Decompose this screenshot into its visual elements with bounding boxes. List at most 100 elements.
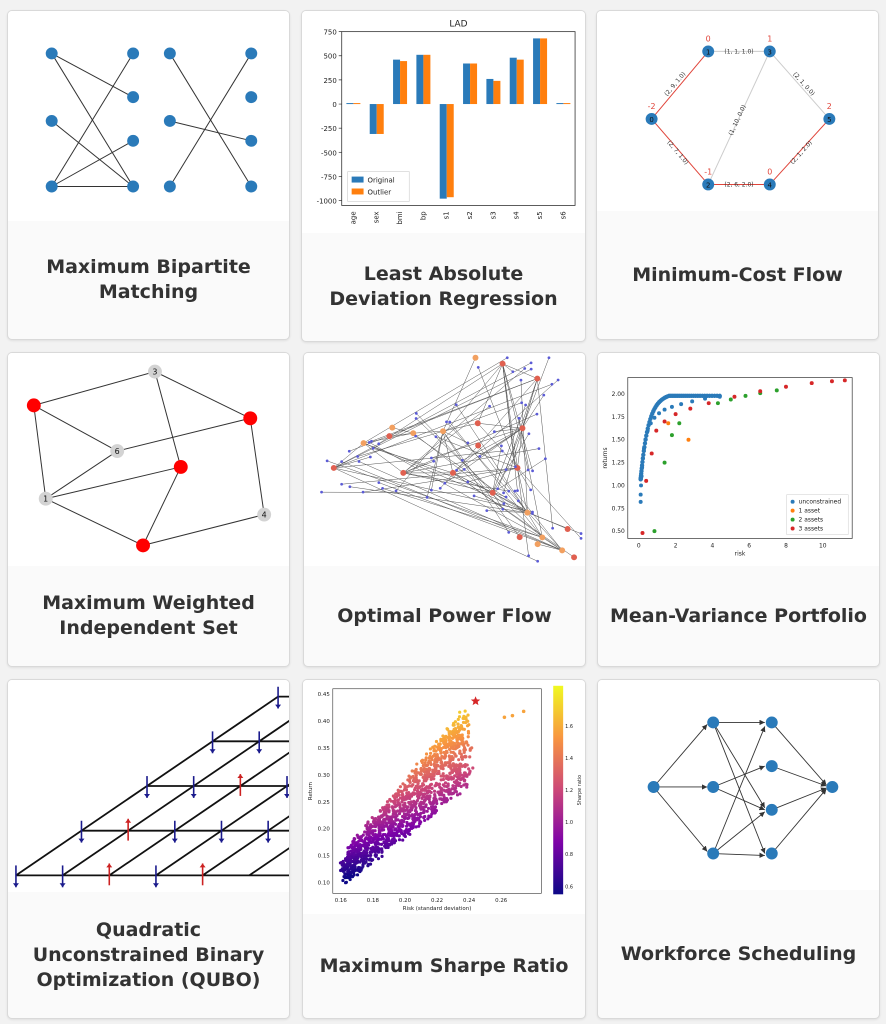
data-point <box>407 791 411 795</box>
power-line <box>497 428 523 489</box>
x-tick-label: s3 <box>489 211 497 219</box>
x-tick-label: 0.18 <box>367 898 380 904</box>
data-point <box>386 845 390 849</box>
data-point <box>366 826 370 830</box>
x-axis-label: Risk (standard deviation) <box>403 906 472 912</box>
power-line <box>373 448 454 474</box>
data-point <box>457 783 461 788</box>
data-point <box>397 834 401 838</box>
data-point <box>387 803 391 807</box>
colorbar-tick-label: 1.4 <box>565 756 573 762</box>
data-point <box>433 784 437 788</box>
data-point <box>440 793 444 797</box>
data-point <box>421 782 425 786</box>
power-line <box>442 431 454 473</box>
data-point <box>638 492 643 497</box>
y-tick-label: 0 <box>332 101 336 109</box>
data-point <box>415 780 419 784</box>
bus-node <box>455 468 459 472</box>
data-point <box>464 782 468 786</box>
data-point <box>416 790 420 794</box>
node-supply: 1 <box>767 34 772 43</box>
data-point <box>386 815 390 819</box>
data-point <box>458 733 462 737</box>
data-point <box>439 797 443 801</box>
data-point <box>349 845 353 849</box>
data-point <box>434 749 438 753</box>
data-point <box>355 873 360 877</box>
data-point <box>348 855 352 859</box>
power-line <box>474 495 528 513</box>
arrowhead <box>284 793 289 798</box>
bus-node <box>410 430 417 437</box>
data-point <box>382 810 386 814</box>
data-point <box>378 815 382 819</box>
data-point <box>406 796 410 800</box>
edge-label: (2, 1, 2.0) <box>789 140 814 166</box>
bar <box>540 38 548 105</box>
power-line <box>477 423 582 539</box>
data-point <box>440 801 444 806</box>
data-point <box>422 799 427 803</box>
bus-node <box>445 420 448 424</box>
power-line <box>416 413 493 493</box>
data-point <box>458 727 463 731</box>
y-tick-label: 0.40 <box>318 719 331 725</box>
data-point <box>419 802 423 807</box>
power-line <box>462 428 523 461</box>
data-point <box>644 433 649 438</box>
bus-node <box>438 486 442 490</box>
bus-node <box>536 559 540 563</box>
legend-swatch <box>790 499 795 504</box>
bus-node <box>542 393 546 397</box>
card-minimum-cost-flow[interactable]: (1, 1, 1.0) (2, 9, 1.0) (2, 1, 0.0) (1, … <box>596 10 879 340</box>
power-line <box>442 423 478 432</box>
node-supply: 0 <box>706 34 711 43</box>
bus-node <box>534 541 541 548</box>
card-mean-variance-portfolio[interactable]: 0 2 4 6 8 10 0.50 0.75 1.00 1.25 1.50 1.75 2.00 risk r… <box>597 352 880 667</box>
data-point <box>456 722 460 726</box>
data-point <box>431 802 435 806</box>
data-point <box>445 727 449 731</box>
data-point <box>432 764 437 768</box>
edge-label: (2, 9, 1.0) <box>663 71 687 98</box>
card-qubo[interactable]: Quadratic Unconstrained Binary Optimizat… <box>7 679 290 1019</box>
data-point <box>380 854 384 858</box>
data-point <box>398 809 403 813</box>
data-point <box>427 814 431 818</box>
card-workforce-scheduling[interactable]: Workforce Scheduling <box>597 679 880 1019</box>
card-maximum-weighted-independent-set[interactable]: 3 6 1 4 Maximum Weighted Independent Set <box>7 352 290 667</box>
bus-node <box>340 482 344 486</box>
y-tick-label: -1000 <box>317 198 337 206</box>
bus-node <box>370 439 373 443</box>
data-point <box>371 839 375 843</box>
data-point <box>437 742 441 746</box>
data-point <box>391 825 395 829</box>
data-point <box>466 743 470 747</box>
card-maximum-bipartite-matching[interactable]: Maximum Bipartite Matching <box>7 10 290 340</box>
data-point <box>453 765 458 769</box>
card-optimal-power-flow[interactable]: Optimal Power Flow <box>303 352 586 667</box>
bus-node <box>448 420 452 424</box>
data-point <box>373 845 378 850</box>
data-point <box>393 822 398 826</box>
data-point <box>442 784 447 788</box>
data-point <box>346 853 351 857</box>
data-point <box>468 755 472 759</box>
data-point <box>366 821 370 826</box>
power-line <box>333 362 532 469</box>
data-point <box>374 817 378 821</box>
bar <box>463 63 471 105</box>
y-tick-label: -500 <box>321 149 337 157</box>
data-point <box>454 770 459 774</box>
data-point <box>358 837 362 841</box>
data-point <box>363 854 367 859</box>
node-supply: 0 <box>767 168 772 177</box>
card-maximum-sharpe-ratio[interactable]: 0.16 0.18 0.20 0.22 0.24 0.26 0.10 0.15 0.20 0.25… <box>302 679 586 1019</box>
card-least-absolute-deviation-regression[interactable]: LAD 750 500 250 0 -250 -500 -750 -1000 age sex bmi b… <box>301 10 586 342</box>
data-point <box>380 850 384 854</box>
bus-node <box>519 425 526 432</box>
y-tick-label: 0.30 <box>318 773 331 779</box>
data-point <box>400 790 404 794</box>
data-point <box>411 803 415 807</box>
